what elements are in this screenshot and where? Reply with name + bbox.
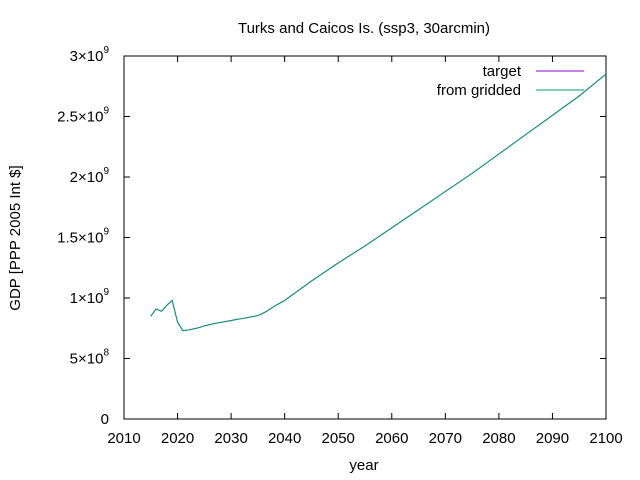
x-tick-label: 2080 [482, 430, 515, 447]
y-tick-label: 2×109 [70, 166, 110, 186]
y-tick-mantissa: 3×10 [70, 48, 104, 65]
y-tick-exponent: 8 [103, 348, 109, 359]
y-tick-label: 1×109 [70, 287, 110, 307]
x-tick-label: 2010 [107, 430, 140, 447]
y-tick-mantissa: 5×10 [70, 351, 104, 368]
x-tick-label: 2060 [375, 430, 408, 447]
y-tick-exponent: 9 [103, 45, 109, 56]
y-tick-exponent: 9 [103, 166, 109, 177]
series-line-target [150, 73, 607, 332]
y-tick-label: 5×108 [70, 348, 110, 368]
series-line-from-gridded [150, 73, 607, 332]
y-tick-exponent: 9 [103, 287, 109, 298]
y-tick-mantissa: 0 [101, 411, 109, 428]
y-tick-label: 3×109 [70, 45, 110, 65]
y-tick-mantissa: 1×10 [70, 290, 104, 307]
series-lines [150, 73, 607, 332]
x-axis-title: year [349, 457, 378, 474]
x-tick-label: 2040 [268, 430, 301, 447]
chart-title: Turks and Caicos Is. (ssp3, 30arcmin) [238, 20, 490, 37]
y-tick-mantissa: 2×10 [70, 169, 104, 186]
x-tick-label: 2090 [536, 430, 569, 447]
x-tick-label: 2020 [161, 430, 194, 447]
x-tick-label: 2100 [589, 430, 622, 447]
legend: target from gridded [437, 63, 584, 99]
y-tick-label: 2.5×109 [57, 106, 109, 126]
y-tick-label: 0 [101, 411, 109, 428]
y-tick-mantissa: 2.5×10 [57, 109, 103, 126]
y-tick-exponent: 9 [103, 106, 109, 117]
y-tick-exponent: 9 [103, 227, 109, 238]
x-tick-label: 2070 [429, 430, 462, 447]
legend-label: from gridded [437, 82, 521, 99]
legend-label: target [483, 63, 522, 80]
x-tick-label: 2030 [214, 430, 247, 447]
x-tick-label: 2050 [322, 430, 355, 447]
plot-frame [123, 55, 607, 420]
plot-border [123, 55, 607, 420]
y-tick-label: 1.5×109 [57, 227, 109, 247]
y-tick-mantissa: 1.5×10 [57, 230, 103, 247]
y-axis-title: GDP [PPP 2005 Int $] [7, 165, 24, 310]
x-axis: 2010 2020 2030 2040 2050 2060 2070 2080 2090 2100 [107, 56, 623, 447]
